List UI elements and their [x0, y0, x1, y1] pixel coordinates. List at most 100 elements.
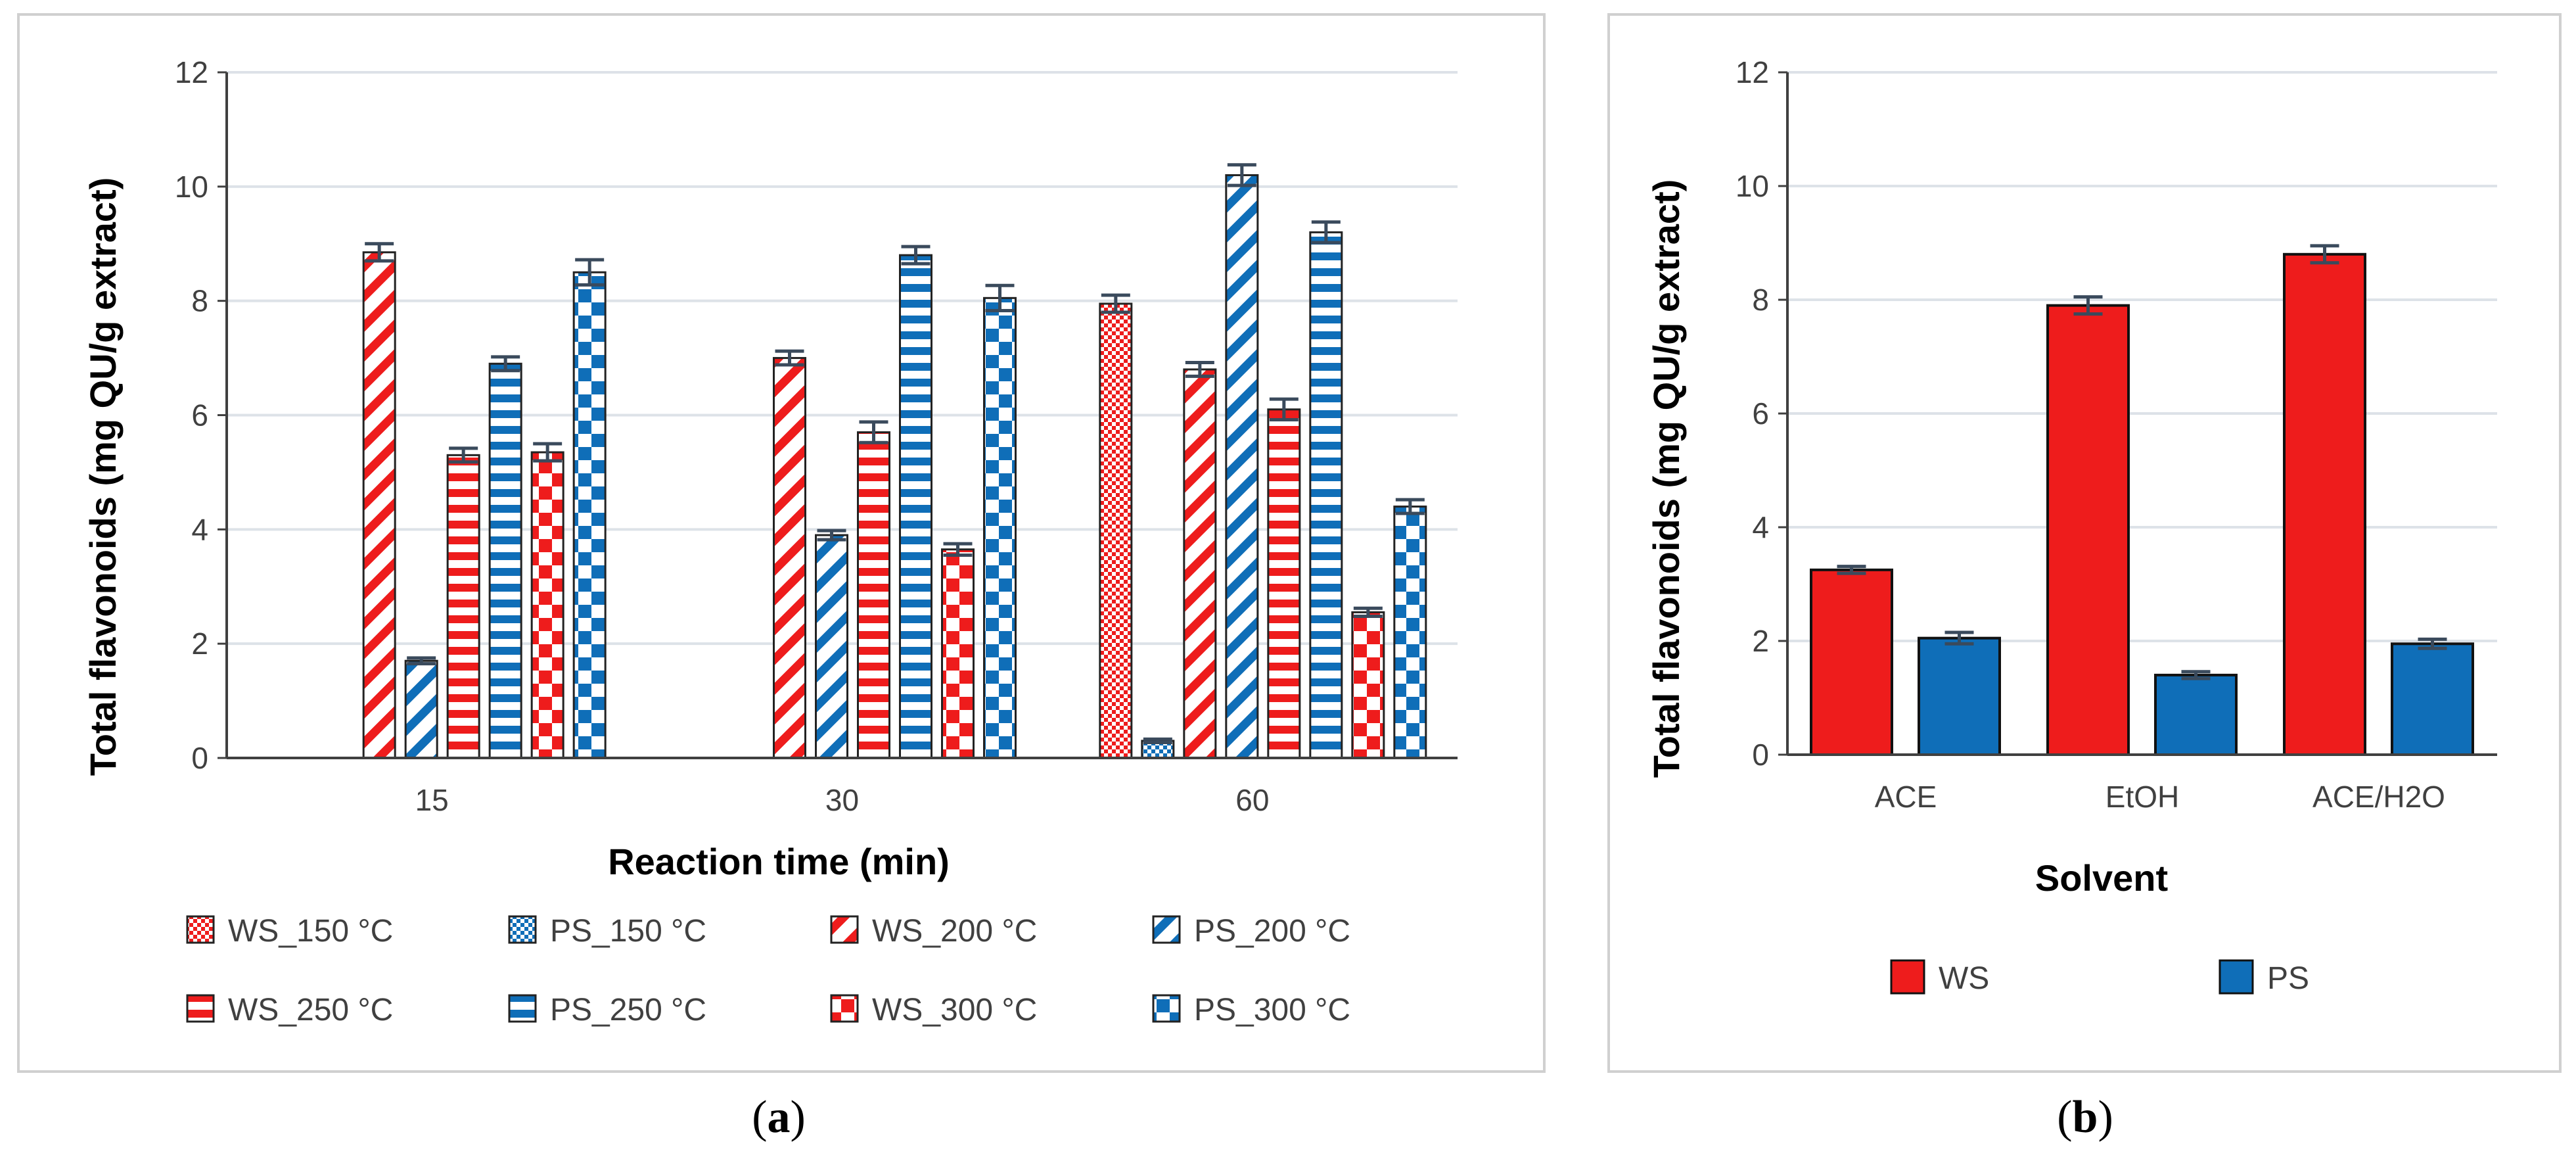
legend-item: WS_150 °C — [186, 914, 393, 949]
bar-ws-300-c-30 — [941, 548, 975, 759]
legend-item: WS_300 °C — [830, 993, 1037, 1027]
legend-label: WS_300 °C — [872, 993, 1037, 1027]
y-tick-label: 12 — [175, 55, 208, 89]
legend-label: PS_300 °C — [1194, 993, 1350, 1027]
y-tick-label: 0 — [191, 741, 208, 775]
error-bar — [449, 446, 478, 464]
bar-ps-300-c-15 — [572, 271, 607, 759]
legend-label: WS_150 °C — [228, 914, 393, 949]
error-bar — [491, 355, 520, 373]
legend-swatch — [830, 994, 859, 1023]
legend-label: WS_200 °C — [872, 914, 1037, 949]
panel-a-caption: (a) — [752, 1092, 806, 1143]
error-bar — [1101, 293, 1130, 314]
x-tick-label: EtOH — [2105, 780, 2179, 814]
legend-item: PS — [2219, 959, 2309, 996]
panel-b-y-axis-title: Total flavonoids (mg QU/g extract) — [1645, 179, 1687, 778]
error-bar — [2073, 295, 2103, 316]
y-tick-label: 4 — [191, 512, 208, 546]
error-bar — [859, 420, 888, 444]
bar-ps-250-c-60 — [1309, 231, 1343, 759]
panel-a-y-axis-title: Total flavonoids (mg QU/g extract) — [82, 177, 124, 776]
legend-label: WS — [1939, 961, 1989, 996]
panel-a-x-ticks: 15 30 60 — [227, 757, 1458, 817]
legend-item: PS_150 °C — [508, 914, 706, 949]
panel-b-gridlines — [1787, 71, 2497, 642]
legend-item: PS_300 °C — [1152, 993, 1350, 1027]
legend-swatch — [830, 915, 859, 944]
error-bar — [1269, 397, 1299, 421]
panel-b-y-ticks: 0 2 4 6 8 10 12 — [1736, 55, 1789, 772]
bar-ws-250-c-30 — [857, 431, 890, 759]
legend-swatch — [2219, 959, 2254, 995]
legend-swatch — [186, 994, 215, 1023]
y-tick-label: 6 — [1752, 396, 1769, 431]
legend-item: WS_250 °C — [186, 993, 393, 1027]
legend-swatch — [508, 994, 537, 1023]
bar-ws-250-c-15 — [446, 454, 480, 759]
x-tick-label: 60 — [1235, 783, 1269, 817]
error-bar — [1227, 163, 1256, 187]
legend-swatch — [1152, 994, 1181, 1023]
y-tick-label: 4 — [1752, 510, 1769, 544]
error-bar — [407, 656, 436, 666]
panel-b-x-ticks: ACE EtOH ACE/H2O — [1787, 753, 2497, 814]
bar-ps-250-c-15 — [488, 362, 522, 759]
error-bar — [1944, 630, 1974, 646]
bar-ps-200-c-15 — [404, 659, 438, 759]
legend-item: PS_200 °C — [1152, 914, 1350, 949]
error-bar — [533, 442, 563, 463]
error-bar — [1837, 565, 1866, 575]
x-tick-label: 30 — [825, 783, 859, 817]
error-bar — [1311, 220, 1341, 245]
error-bar — [575, 258, 605, 287]
y-tick-label: 2 — [1752, 624, 1769, 658]
bar-ws-ace-h2o — [2283, 252, 2366, 756]
panel-a-y-ticks: 0 2 4 6 8 10 12 — [175, 55, 228, 775]
error-bar — [901, 245, 931, 266]
legend-label: PS_200 °C — [1194, 914, 1350, 949]
bar-ps-200-c-30 — [815, 534, 848, 759]
panel-a-x-axis-title: Reaction time (min) — [608, 841, 950, 882]
bar-ws-etoh — [2046, 304, 2130, 756]
legend-item: PS_250 °C — [508, 993, 706, 1027]
y-tick-label: 8 — [1752, 283, 1769, 317]
bar-ws-250-c-60 — [1267, 408, 1301, 759]
panel-a-legend: WS_150 °C PS_150 °C WS_200 °C PS_200 °C WS_2… — [186, 914, 1350, 1027]
error-bar — [817, 529, 846, 542]
bar-ws-300-c-60 — [1351, 611, 1385, 759]
panel-b-caption: (b) — [2057, 1092, 2113, 1143]
error-bar — [2310, 244, 2339, 265]
panel-b-x-axis-title: Solvent — [2035, 857, 2168, 899]
error-bar — [2418, 637, 2447, 650]
bar-ws-150-c-60 — [1099, 302, 1133, 759]
legend-item: WS — [1890, 959, 1989, 996]
bar-ws-300-c-15 — [530, 451, 564, 759]
bar-ws-200-c-30 — [773, 357, 806, 759]
legend-label: PS_150 °C — [550, 914, 706, 949]
error-bar — [1185, 361, 1214, 378]
legend-swatch — [186, 915, 215, 944]
panel-a-bars — [362, 163, 1427, 759]
legend-swatch — [508, 915, 537, 944]
legend-swatch — [1152, 915, 1181, 944]
x-tick-label: 15 — [415, 783, 449, 817]
panel-b-legend: WS PS — [1890, 959, 2309, 996]
error-bar — [985, 283, 1015, 312]
legend-label: PS_250 °C — [550, 993, 706, 1027]
error-bar — [1395, 498, 1425, 515]
error-bar — [943, 542, 973, 557]
y-tick-label: 10 — [1736, 169, 1769, 203]
bar-ps-300-c-60 — [1393, 506, 1427, 759]
y-tick-label: 2 — [191, 626, 208, 661]
bar-ws-200-c-15 — [362, 251, 396, 759]
y-tick-label: 0 — [1752, 738, 1769, 772]
error-bar — [775, 349, 804, 367]
legend-swatch — [1890, 959, 1925, 995]
error-bar — [1143, 737, 1172, 745]
bar-ps-300-c-30 — [983, 296, 1017, 759]
bar-ps-250-c-30 — [899, 254, 932, 759]
y-tick-label: 6 — [191, 398, 208, 433]
